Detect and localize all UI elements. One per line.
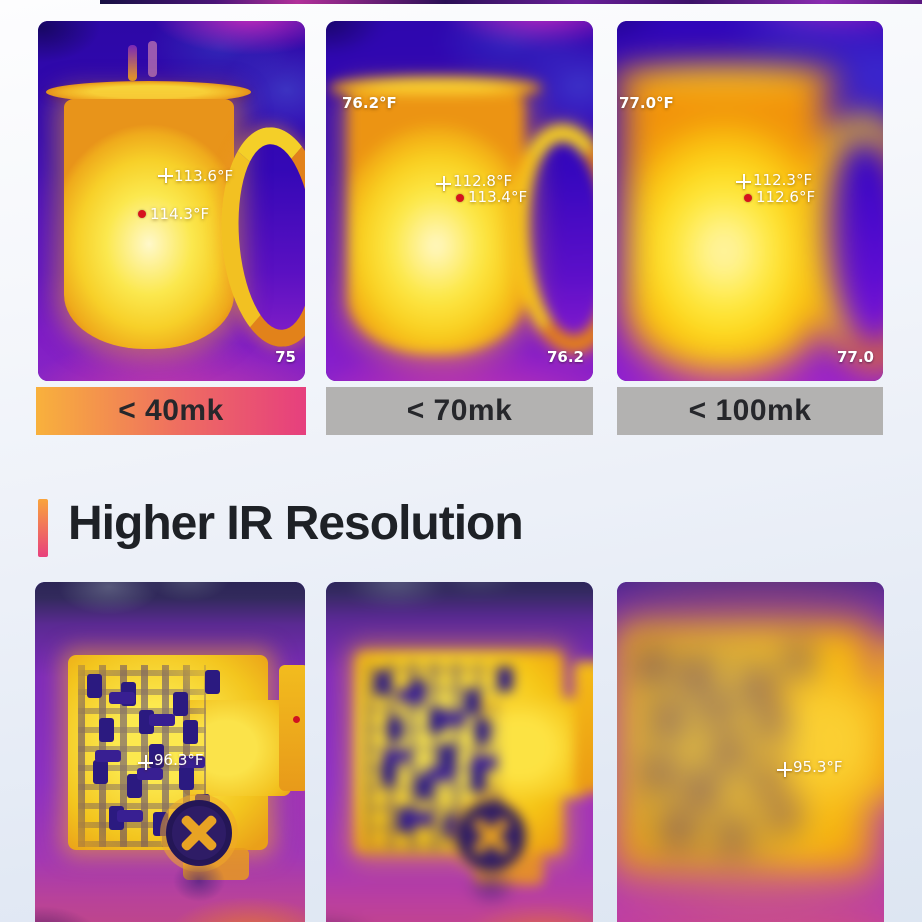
ambient-temperature-reading: 77.0°F xyxy=(619,94,674,112)
spot-temperature-reading: 112.6°F xyxy=(756,188,816,206)
thermal-image-mug-40mk: 113.6°F 114.3°F 75 xyxy=(38,21,305,381)
spot-dot-icon xyxy=(744,194,752,202)
pcb-components-shape xyxy=(374,670,391,696)
cross-temperature-reading: 113.6°F xyxy=(174,167,234,185)
pcb-thermal-art xyxy=(326,582,593,922)
pcb-edge-tab-shape xyxy=(574,661,593,793)
pcb-edge-tab-shape xyxy=(881,639,884,796)
spot-temperature-reading: 113.4°F xyxy=(468,188,528,206)
thermal-image-pcb-medium xyxy=(326,582,593,922)
heading-accent-bar xyxy=(38,499,48,557)
hot-spot-dot xyxy=(293,716,300,723)
scale-min-value: 77.0 xyxy=(836,348,874,366)
pcb-components-shape xyxy=(87,674,102,698)
pcb-inductor-ring-shape xyxy=(166,800,232,866)
scale-min-value: 75 xyxy=(275,348,296,366)
sensitivity-label: < 40mk xyxy=(118,394,224,427)
cross-temperature-reading: 112.8°F xyxy=(453,172,513,190)
pcb-inductor-ring-shape xyxy=(456,801,526,871)
spot-dot-icon xyxy=(456,194,464,202)
ambient-temperature-reading: 76.2°F xyxy=(342,94,397,112)
pcb-board-extension-shape xyxy=(183,700,291,796)
crosshair-marker-icon xyxy=(777,762,792,777)
thermal-image-pcb-sharp: 96.3°F xyxy=(35,582,305,922)
pcb-components-shape xyxy=(109,692,135,704)
mug-body-shape xyxy=(627,85,821,371)
scale-min-value: 76.2 xyxy=(546,348,584,366)
crosshair-marker-icon xyxy=(138,755,153,770)
mug-thermal-art xyxy=(38,21,305,381)
mug-steam-shape xyxy=(128,45,137,81)
pcb-thermal-art xyxy=(35,582,305,922)
pcb-board-extension-shape xyxy=(762,683,884,803)
cross-temperature-reading: 95.3°F xyxy=(793,758,843,776)
sensitivity-label: < 100mk xyxy=(688,394,812,427)
spot-temperature-reading: 114.3°F xyxy=(150,205,210,223)
pcb-shadow-blob xyxy=(464,864,519,908)
crosshair-marker-icon xyxy=(158,168,173,183)
crosshair-marker-icon xyxy=(436,176,451,191)
cross-temperature-reading: 112.3°F xyxy=(753,171,813,189)
sensitivity-label: < 70mk xyxy=(406,394,513,427)
pcb-thermal-art xyxy=(617,582,884,922)
crosshair-marker-icon xyxy=(736,174,751,189)
label-bar-100mk: < 100mk xyxy=(617,387,883,435)
thermal-image-mug-70mk: 76.2°F 112.8°F 113.4°F 76.2 xyxy=(326,21,593,381)
mug-lid-shape xyxy=(46,81,251,103)
cross-temperature-reading: 96.3°F xyxy=(154,751,204,769)
pcb-edge-tab-shape xyxy=(279,665,305,791)
spot-dot-icon xyxy=(138,210,146,218)
mug-body-shape xyxy=(347,94,525,355)
thermal-image-pcb-blurred: 95.3°F xyxy=(617,582,884,922)
section-heading: Higher IR Resolution xyxy=(68,497,524,550)
label-bar-40mk: < 40mk xyxy=(36,387,306,435)
label-bar-70mk: < 70mk xyxy=(326,387,593,435)
pcb-components-shape xyxy=(397,689,425,703)
low-resolution-heat-wash xyxy=(617,582,884,922)
pcb-components-shape xyxy=(643,650,663,681)
pcb-shadow-blob xyxy=(173,860,225,902)
cropped-image-remnant xyxy=(100,0,922,4)
mug-body-shape xyxy=(64,99,234,349)
thermal-image-mug-100mk: 77.0°F 112.3°F 112.6°F 77.0 xyxy=(617,21,883,381)
mug-lid-shape xyxy=(328,76,543,100)
pcb-board-extension-shape xyxy=(474,697,587,798)
